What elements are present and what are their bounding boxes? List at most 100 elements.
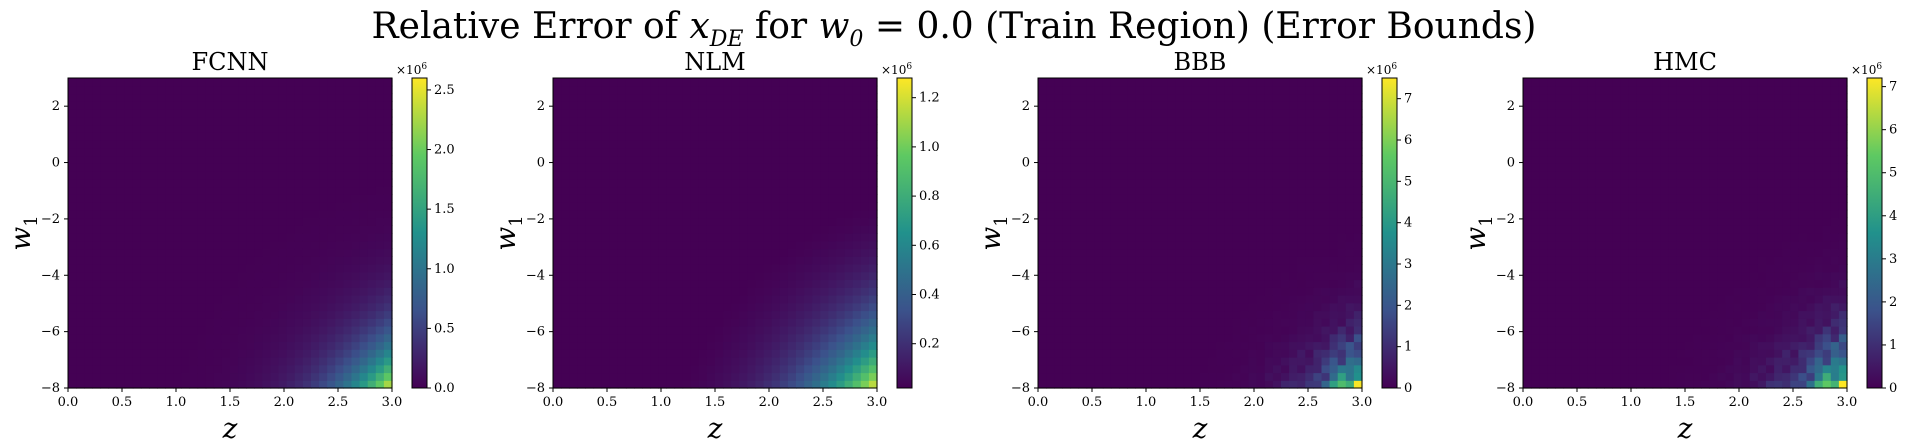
heatmap-cell xyxy=(1313,93,1323,102)
heatmap-cell xyxy=(375,163,385,172)
heatmap-cell xyxy=(763,78,773,87)
heatmap-cell xyxy=(715,271,724,281)
heatmap-cell xyxy=(1240,302,1250,312)
heatmap-cell xyxy=(706,372,716,381)
heatmap-cell xyxy=(205,109,215,118)
heatmap-cell xyxy=(1232,271,1242,281)
heatmap-cell xyxy=(1062,147,1071,157)
heatmap-cell xyxy=(1151,194,1161,203)
colorbar-tick-label: 0.5 xyxy=(434,321,455,336)
heatmap-cell xyxy=(804,147,813,157)
heatmap-cell xyxy=(189,225,199,234)
heatmap-cell xyxy=(787,233,797,242)
heatmap-cell xyxy=(1224,85,1233,95)
heatmap-cell xyxy=(593,364,603,374)
heatmap-cell xyxy=(585,364,595,374)
heatmap-cell xyxy=(1159,202,1169,211)
y-tick-label: −8 xyxy=(1011,381,1030,396)
heatmap-cell xyxy=(650,147,659,157)
heatmap-cell xyxy=(213,140,223,149)
heatmap-cell xyxy=(674,202,684,211)
heatmap-cell xyxy=(739,217,748,226)
heatmap-cell xyxy=(205,186,215,195)
heatmap-cell xyxy=(68,93,77,102)
heatmap-cell xyxy=(205,326,215,335)
heatmap-cell xyxy=(577,124,586,133)
heatmap-cell xyxy=(1353,85,1363,95)
heatmap-cell xyxy=(221,132,231,141)
heatmap-cell xyxy=(238,186,247,195)
heatmap-cell xyxy=(367,140,377,149)
heatmap-cell xyxy=(771,295,781,304)
heatmap-cell xyxy=(1281,147,1290,157)
heatmap-cell xyxy=(1264,326,1274,335)
heatmap-cell xyxy=(609,209,619,219)
heatmap-cell xyxy=(755,240,765,250)
heatmap-cell xyxy=(262,349,272,358)
heatmap-cell xyxy=(1224,186,1233,195)
heatmap-cell xyxy=(836,279,846,288)
heatmap-cell xyxy=(1200,225,1209,234)
heatmap-cell xyxy=(375,240,385,250)
heatmap-cell xyxy=(1353,109,1363,118)
heatmap-cell xyxy=(246,163,255,172)
heatmap-cell xyxy=(755,279,765,288)
heatmap-cell xyxy=(755,178,765,188)
heatmap-cell xyxy=(1191,287,1201,296)
heatmap-cell xyxy=(1345,364,1355,374)
heatmap-cell xyxy=(812,248,821,257)
heatmap-cell xyxy=(238,116,247,126)
heatmap-cell xyxy=(836,364,846,374)
heatmap-cell xyxy=(1078,93,1088,102)
heatmap-cell xyxy=(278,163,288,172)
heatmap-cell xyxy=(1264,116,1274,126)
heatmap-cell xyxy=(1329,318,1339,327)
heatmap-cell xyxy=(771,279,781,288)
heatmap-cell xyxy=(1232,124,1242,133)
heatmap-cell xyxy=(1321,302,1331,312)
heatmap-cell xyxy=(302,93,312,102)
heatmap-cell xyxy=(1127,364,1136,374)
heatmap-cell xyxy=(1159,155,1169,164)
heatmap-cell xyxy=(1119,147,1128,157)
heatmap-cell xyxy=(609,132,619,141)
heatmap-cell xyxy=(1289,248,1298,257)
heatmap-cell xyxy=(617,93,627,102)
heatmap-cell xyxy=(205,264,215,273)
heatmap-cell xyxy=(286,171,296,180)
heatmap-cell xyxy=(311,279,320,288)
heatmap-cell xyxy=(1143,155,1152,164)
heatmap-cell xyxy=(634,171,643,180)
heatmap-cell xyxy=(836,341,846,350)
heatmap-cell xyxy=(311,341,320,350)
colorbar-tick-label: 5 xyxy=(1404,174,1412,189)
heatmap-cell xyxy=(1175,171,1185,180)
heatmap-cell xyxy=(771,233,781,242)
heatmap-cell xyxy=(311,295,320,304)
heatmap-cell xyxy=(771,85,781,95)
heatmap-cell xyxy=(238,85,247,95)
heatmap-cell xyxy=(1264,202,1274,211)
heatmap-cell xyxy=(553,85,562,95)
heatmap-cell xyxy=(76,109,85,118)
heatmap-cell xyxy=(311,349,320,358)
heatmap-cell xyxy=(1329,132,1339,141)
heatmap-cell xyxy=(1183,318,1193,327)
heatmap-cell xyxy=(650,163,659,172)
heatmap-cell xyxy=(1175,302,1185,312)
heatmap-cell xyxy=(1272,116,1282,126)
heatmap-cell xyxy=(828,217,838,226)
heatmap-cell xyxy=(1038,202,1047,211)
heatmap-cell xyxy=(1119,248,1128,257)
heatmap-cell xyxy=(383,372,393,381)
heatmap-cell xyxy=(739,194,748,203)
heatmap-cell xyxy=(706,271,716,281)
heatmap-cell xyxy=(165,318,174,327)
heatmap-cell xyxy=(609,364,619,374)
heatmap-cell xyxy=(1143,357,1152,366)
heatmap-cell xyxy=(1313,326,1323,335)
heatmap-cell xyxy=(1151,178,1161,188)
heatmap-cell xyxy=(181,326,191,335)
heatmap-cell xyxy=(852,233,862,242)
heatmap-cell xyxy=(1337,326,1347,335)
